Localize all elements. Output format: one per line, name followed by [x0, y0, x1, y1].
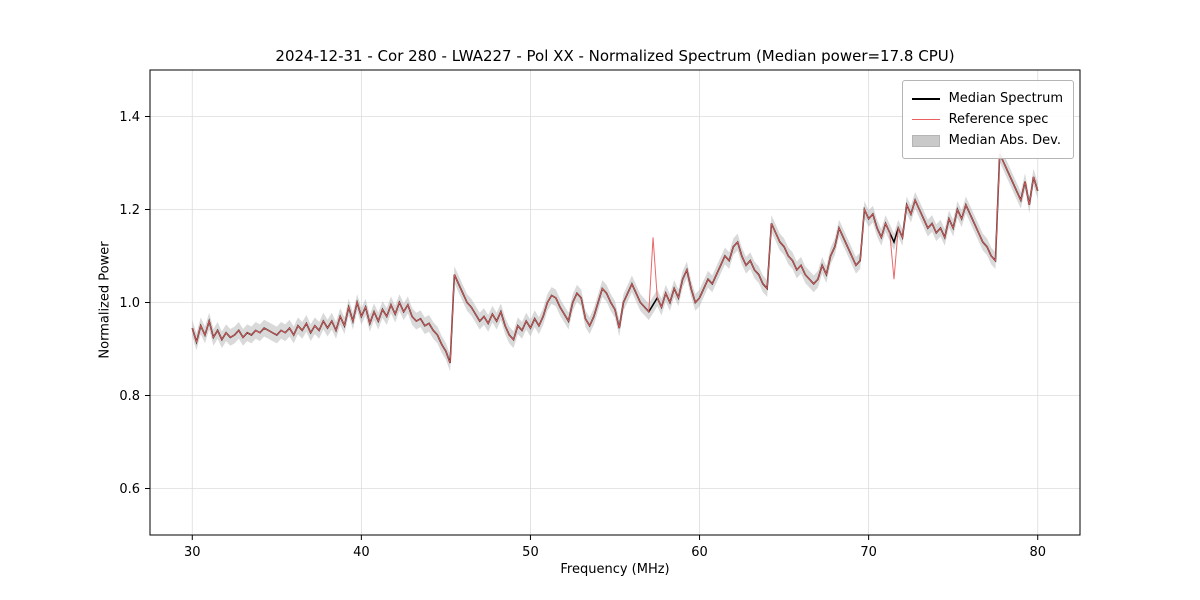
y-tick-label: 1.0: [119, 296, 140, 311]
y-tick-label: 0.8: [119, 389, 140, 404]
mad-band: [192, 145, 1038, 372]
x-tick-label: 60: [691, 545, 708, 560]
mad-band-swatch-icon: [911, 134, 940, 147]
x-axis-label: Frequency (MHz): [560, 562, 670, 577]
legend-item-mad: Median Abs. Dev.: [911, 130, 1063, 151]
x-tick-label: 80: [1029, 545, 1046, 560]
x-tick-label: 70: [860, 545, 877, 560]
legend: Median Spectrum Reference spec Median Ab…: [901, 80, 1074, 159]
reference-spectrum-line: [191, 153, 1039, 364]
median-line-swatch-icon: [911, 97, 940, 100]
legend-item-reference: Reference spec: [911, 109, 1063, 130]
chart-title: 2024-12-31 - Cor 280 - LWA227 - Pol XX -…: [275, 47, 955, 65]
x-tick-label: 30: [184, 545, 201, 560]
legend-label: Reference spec: [948, 112, 1049, 127]
y-tick-label: 1.2: [119, 203, 140, 218]
legend-label: Median Abs. Dev.: [948, 133, 1062, 148]
x-tick-label: 50: [522, 545, 539, 560]
reference-line-swatch-icon: [911, 119, 940, 120]
legend-item-median: Median Spectrum: [911, 88, 1063, 109]
legend-label: Median Spectrum: [948, 91, 1063, 106]
y-tick-label: 0.6: [119, 482, 140, 497]
y-tick-label: 1.4: [119, 110, 140, 125]
x-tick-label: 40: [353, 545, 370, 560]
